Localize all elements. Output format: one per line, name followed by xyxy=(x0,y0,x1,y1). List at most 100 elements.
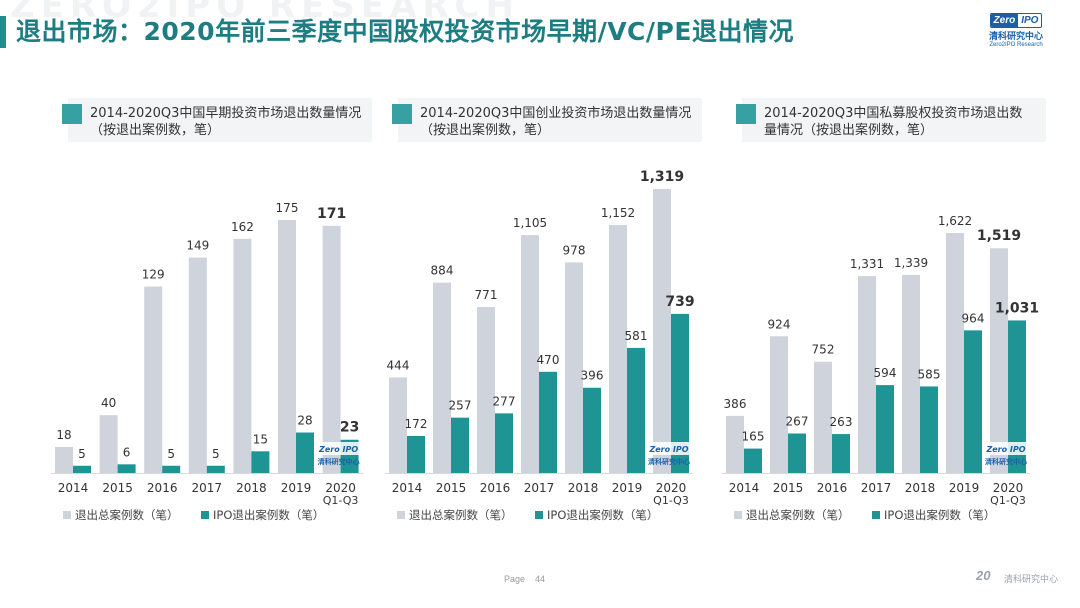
chart-2-ipo-bar xyxy=(495,413,513,473)
chart-3-ipo-bar xyxy=(832,434,850,473)
chart-1-category-label: 2020 xyxy=(325,481,356,495)
chart-1-total-value-label: 149 xyxy=(186,239,209,253)
chart-2-ipo-bar xyxy=(451,417,469,473)
chart-2-legend-ipo-swatch xyxy=(535,511,543,519)
page-title: 退出市场：2020年前三季度中国股权投资市场早期/VC/PE退出情况 xyxy=(16,17,794,46)
footer-logo-text: 清科研究中心 xyxy=(1004,574,1059,584)
chart-2-total-bar xyxy=(609,224,627,473)
chart-1-ipo-value-label: 5 xyxy=(78,447,86,461)
chart-1-legend-total-swatch xyxy=(63,511,71,519)
chart-3-legend-ipo-label: IPO退出案例数（笔） xyxy=(884,508,995,522)
chart-1-ipo-bar xyxy=(251,451,270,473)
chart-1-ipo-value-label: 6 xyxy=(123,445,131,459)
chart-2-header-square xyxy=(392,104,412,124)
chart-3-total-bar xyxy=(726,415,744,473)
chart-2-total-bar xyxy=(565,262,583,473)
chart-3-total-bar xyxy=(858,276,876,473)
chart-3-category-label: 2019 xyxy=(949,481,980,495)
chart-2-category-label: 2016 xyxy=(480,481,511,495)
chart-1-title-line-1: 2014-2020Q3中国早期投资市场退出数量情况 xyxy=(90,106,362,121)
chart-3-category-label: 2014 xyxy=(729,481,760,495)
chart-2-logo-badge xyxy=(645,442,693,455)
chart-3-ipo-value-label: 964 xyxy=(962,311,985,325)
chart-3-title: 2014-2020Q3中国私募股权投资市场退出数 量情况（按退出案例数，笔） xyxy=(764,105,1022,139)
chart-2-total-value-label: 884 xyxy=(431,264,454,278)
chart-1-ipo-value-label: 15 xyxy=(253,432,268,446)
chart-2-category-label: 2018 xyxy=(568,481,599,495)
chart-1-title: 2014-2020Q3中国早期投资市场退出数量情况 （按退出案例数，笔） xyxy=(90,105,361,139)
chart-2-category-label: 2014 xyxy=(392,481,423,495)
chart-3-ipo-bar xyxy=(788,433,806,473)
chart-3-ipo-bar xyxy=(1008,320,1026,473)
chart-2-total-bar xyxy=(653,189,671,473)
chart-3-total-value-label: 1,331 xyxy=(850,257,884,271)
chart-2-legend-total-swatch xyxy=(397,511,405,519)
chart-2-logo-badge-text: Zero IPO xyxy=(648,445,688,454)
chart-1-logo-badge xyxy=(314,442,363,455)
chart-2-total-bar xyxy=(521,235,539,473)
chart-1-total-bar xyxy=(144,286,163,473)
chart-3-total-bar xyxy=(770,336,788,473)
chart-2-title-line-1: 2014-2020Q3中国创业投资市场退出数量情况 xyxy=(420,106,692,121)
chart-2-category-label: 2017 xyxy=(524,481,555,495)
chart-1-total-bar xyxy=(55,446,73,473)
footer-page-label: Page xyxy=(504,574,526,584)
chart-3-ipo-bar xyxy=(876,385,894,473)
chart-3-ipo-value-label: 165 xyxy=(742,430,765,444)
chart-1-ipo-bar xyxy=(206,465,225,473)
chart-3-logo-badge-cn: 清科研究中心 xyxy=(985,457,1027,466)
chart-3-total-value-label: 752 xyxy=(812,343,835,357)
chart-2-total-value-label: 771 xyxy=(475,288,498,302)
chart-3-legend-total-swatch xyxy=(734,511,742,519)
chart-3-logo-badge xyxy=(982,442,1030,455)
chart-2-ipo-value-label: 172 xyxy=(405,417,428,431)
chart-3-total-value-label: 1,519 xyxy=(977,228,1021,244)
chart-2-total-value-label: 1,105 xyxy=(513,216,547,230)
chart-3-logo-badge-text: Zero IPO xyxy=(985,445,1025,454)
chart-2-total-bar xyxy=(433,282,451,473)
chart-2-header: 2014-2020Q3中国创业投资市场退出数量情况 （按退出案例数，笔） xyxy=(392,98,702,142)
chart-3-ipo-bar xyxy=(920,386,938,473)
chart-2-total-bar xyxy=(389,377,407,473)
chart-1-header: 2014-2020Q3中国早期投资市场退出数量情况 （按退出案例数，笔） xyxy=(62,98,372,142)
chart-3-legend-ipo-swatch xyxy=(872,511,880,519)
watermark: ZERO2IPO RESEARCH xyxy=(10,0,520,26)
chart-3-ipo-value-label: 1,031 xyxy=(995,300,1039,316)
chart-1-total-bar xyxy=(233,238,252,473)
chart-3-category-label: 2016 xyxy=(817,481,848,495)
chart-1-ipo-value-label: 5 xyxy=(212,447,220,461)
chart-1-legend-total-label: 退出总案例数（笔） xyxy=(75,508,179,522)
zero2ipo-logo: Zero IPO 清科研究中心 Zero2IPO Research xyxy=(984,10,1048,48)
chart-2-ipo-bar xyxy=(671,313,689,473)
chart-2-ipo-value-label: 470 xyxy=(537,353,560,367)
chart-1-total-value-label: 18 xyxy=(56,428,71,442)
chart-2-category-label: 2015 xyxy=(436,481,467,495)
chart-3-category-label: 2017 xyxy=(861,481,892,495)
chart-3-category-label: Q1-Q3 xyxy=(990,494,1026,507)
chart-1-category-label: 2018 xyxy=(236,481,267,495)
logo-ipo: IPO xyxy=(1021,15,1039,26)
chart-1-ipo-value-label: 23 xyxy=(340,420,359,436)
chart-3-ipo-value-label: 594 xyxy=(874,366,897,380)
chart-2-category-label: Q1-Q3 xyxy=(653,494,689,507)
chart-1-category-label: 2019 xyxy=(281,481,312,495)
title-accent-bar xyxy=(0,16,6,48)
chart-2-ipo-value-label: 739 xyxy=(665,294,694,310)
chart-1-ipo-value-label: 5 xyxy=(167,447,175,461)
chart-1-category-label: Q1-Q3 xyxy=(323,494,359,507)
chart-3-category-label: 2020 xyxy=(993,481,1024,495)
chart-3-ipo-value-label: 585 xyxy=(918,367,941,381)
chart-2-ipo-bar xyxy=(407,435,425,473)
chart-1-ipo-bar xyxy=(296,432,314,473)
chart-3-legend-total-label: 退出总案例数（笔） xyxy=(746,508,850,522)
chart-1-total-value-label: 175 xyxy=(276,201,299,215)
chart-1-category-label: 2016 xyxy=(147,481,178,495)
chart-2-ipo-bar xyxy=(539,371,557,473)
chart-1-total-bar xyxy=(278,220,296,473)
chart-3-title-line-2: 量情况（按退出案例数，笔） xyxy=(764,123,934,138)
chart-2-title-line-2: （按退出案例数，笔） xyxy=(420,123,551,138)
chart-1-ipo-bar xyxy=(73,465,91,473)
chart-2-legend-ipo-label: IPO退出案例数（笔） xyxy=(547,508,658,522)
chart-2-total-value-label: 1,319 xyxy=(640,169,684,185)
